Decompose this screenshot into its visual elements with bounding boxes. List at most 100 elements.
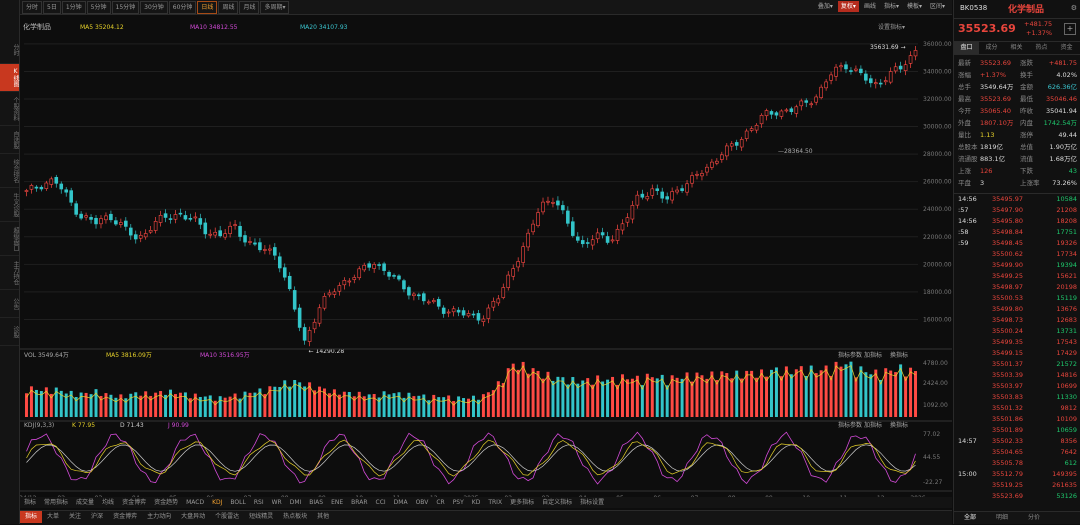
rail-item-3[interactable]: 自选股 bbox=[0, 126, 19, 154]
indicator-tab-23[interactable]: 自定义指标 bbox=[542, 499, 573, 506]
indicator-tab-10[interactable]: WR bbox=[271, 499, 282, 506]
indicator-tab-4[interactable]: 资金博弈 bbox=[122, 499, 147, 506]
candle bbox=[734, 139, 739, 150]
bottom-tab-4[interactable]: 资金博弈 bbox=[113, 513, 138, 520]
kdj-panel[interactable]: KDJ(9,3,3) K 77.95 D 71.43 J 90.99 指标参数 加指标 换指… bbox=[24, 421, 943, 486]
vol-ctrl-0[interactable]: 指标参数 bbox=[838, 351, 862, 359]
indicator-tab-1[interactable]: 常用指标 bbox=[44, 499, 69, 506]
rail-item-0[interactable]: 分时 bbox=[0, 36, 19, 64]
panel-bottom-tab-2[interactable]: 分价 bbox=[1027, 514, 1040, 521]
indicator-tab-11[interactable]: DMI bbox=[289, 499, 302, 506]
rail-item-4[interactable]: 综合排名 bbox=[0, 154, 19, 188]
volume-bar bbox=[794, 369, 798, 417]
period-tab-9[interactable]: 月线 bbox=[239, 1, 260, 14]
indicator-tab-22[interactable]: 更多指标 bbox=[510, 499, 535, 506]
bottom-tab-10[interactable]: 其他 bbox=[317, 513, 330, 520]
toolbar-button-3[interactable]: 指标▾ bbox=[883, 3, 899, 10]
indicator-tab-8[interactable]: BOLL bbox=[230, 499, 246, 506]
indicator-tab-6[interactable]: MACD bbox=[186, 499, 205, 506]
bottom-tab-7[interactable]: 个股雷达 bbox=[215, 513, 240, 520]
period-tab-4[interactable]: 15分钟 bbox=[111, 1, 140, 14]
candle bbox=[461, 307, 466, 318]
bottom-tab-3[interactable]: 沪深 bbox=[91, 513, 104, 520]
indicator-tab-2[interactable]: 成交量 bbox=[76, 499, 95, 506]
indicator-tab-20[interactable]: KD bbox=[471, 499, 481, 506]
kline-chart[interactable]: 化学制品 设置指标▾ 36000.00 34000.00 32000.00 30000… bbox=[20, 15, 952, 509]
candle bbox=[287, 272, 292, 291]
rail-item-2[interactable]: 个股资料 bbox=[0, 92, 19, 126]
period-tab-3[interactable]: 5分钟 bbox=[86, 1, 111, 14]
rail-item-6[interactable]: 超级盘口 bbox=[0, 222, 19, 256]
period-tab-7[interactable]: 日线 bbox=[197, 1, 218, 14]
indicator-tab-13[interactable]: ENE bbox=[331, 499, 344, 506]
indicator-tab-24[interactable]: 指标设置 bbox=[580, 499, 605, 506]
period-tab-6[interactable]: 60分钟 bbox=[168, 1, 197, 14]
candle bbox=[69, 187, 73, 206]
kdj-label: KDJ(9,3,3) bbox=[24, 422, 54, 429]
quote-value: 35046.46 bbox=[1045, 95, 1077, 103]
volume-bar bbox=[258, 388, 262, 417]
rail-item-1[interactable]: K线图 bbox=[0, 64, 19, 92]
period-tab-0[interactable]: 分时 bbox=[22, 1, 43, 14]
period-tab-10[interactable]: 多周期▾ bbox=[260, 1, 290, 14]
add-watchlist-icon[interactable]: + bbox=[1064, 23, 1076, 35]
toolbar-button-0[interactable]: 叠加▾ bbox=[817, 3, 833, 10]
bottom-tab-8[interactable]: 短线精灵 bbox=[249, 513, 274, 520]
bottom-tab-1[interactable]: 大单 bbox=[47, 513, 60, 520]
indicator-tab-14[interactable]: BRAR bbox=[351, 499, 368, 506]
bottom-tab-5[interactable]: 主力动向 bbox=[147, 513, 172, 520]
panel-bottom-tab-0[interactable]: 全部 bbox=[963, 514, 976, 521]
bottom-tab-9[interactable]: 热点板块 bbox=[283, 513, 308, 520]
indicator-tab-0[interactable]: 指标 bbox=[24, 499, 37, 506]
bottom-tab-2[interactable]: 关注 bbox=[69, 513, 82, 520]
indicator-tab-16[interactable]: DMA bbox=[393, 499, 408, 506]
price-tick: 36000.00 bbox=[923, 41, 952, 48]
rail-item-9[interactable]: 诊股 bbox=[0, 318, 19, 346]
toolbar-button-2[interactable]: 画线 bbox=[863, 3, 876, 10]
indicator-tab-5[interactable]: 资金趋势 bbox=[154, 499, 179, 506]
period-tab-5[interactable]: 30分钟 bbox=[140, 1, 168, 14]
indicator-tab-7[interactable]: KDJ bbox=[212, 499, 223, 506]
toolbar-button-4[interactable]: 模板▾ bbox=[906, 3, 922, 10]
panel-bottom-tab-1[interactable]: 明细 bbox=[995, 514, 1008, 521]
indicator-tab-18[interactable]: CR bbox=[436, 499, 445, 506]
volume-panel[interactable]: VOL 3549.64万 MA5 3816.09万 MA10 3516.95万 指标参… bbox=[24, 351, 948, 417]
panel-tab-0[interactable]: 盘口 bbox=[954, 42, 979, 54]
panel-tab-2[interactable]: 相关 bbox=[1010, 44, 1023, 51]
volume-bar bbox=[725, 373, 729, 417]
indicator-tab-17[interactable]: OBV bbox=[415, 499, 429, 506]
setting-indicator-button[interactable]: 设置指标▾ bbox=[878, 23, 905, 31]
indicator-tab-9[interactable]: RSI bbox=[253, 499, 264, 506]
indicator-tab-12[interactable]: BIAS bbox=[309, 499, 324, 506]
tick-price: 35499.15 bbox=[992, 349, 1024, 357]
indicator-tab-15[interactable]: CCI bbox=[375, 499, 386, 506]
period-tab-1[interactable]: 5日 bbox=[43, 1, 61, 14]
volume-bar bbox=[506, 368, 510, 417]
panel-tab-4[interactable]: 资金 bbox=[1060, 44, 1073, 51]
kdj-ctrl-1[interactable]: 加指标 bbox=[864, 421, 882, 429]
candle bbox=[516, 257, 520, 272]
rail-item-8[interactable]: 公告 bbox=[0, 290, 19, 318]
panel-tab-1[interactable]: 成分 bbox=[985, 44, 998, 51]
settings-icon[interactable]: ⚙ bbox=[1070, 4, 1077, 12]
vol-ctrl-2[interactable]: 换指标 bbox=[890, 351, 908, 359]
period-tab-2[interactable]: 1分钟 bbox=[61, 1, 86, 14]
period-tab-8[interactable]: 周线 bbox=[218, 1, 239, 14]
rail-item-5[interactable]: 牛叉诊股 bbox=[0, 188, 19, 222]
bottom-tab-0[interactable]: 指标 bbox=[20, 511, 43, 523]
indicator-tab-19[interactable]: PSY bbox=[452, 499, 464, 506]
toolbar-button-5[interactable]: 区间▾ bbox=[929, 3, 945, 10]
vol-ctrl-1[interactable]: 加指标 bbox=[864, 351, 882, 359]
tick-price: 35501.32 bbox=[992, 404, 1024, 412]
indicator-tab-21[interactable]: TRIX bbox=[488, 499, 503, 506]
kdj-ctrl-2[interactable]: 换指标 bbox=[890, 421, 908, 429]
kdj-ctrl-0[interactable]: 指标参数 bbox=[838, 421, 862, 429]
tick-price: 35500.53 bbox=[992, 294, 1024, 302]
rail-item-7[interactable]: 主力持仓 bbox=[0, 256, 19, 290]
indicator-tab-3[interactable]: 均线 bbox=[102, 499, 115, 506]
panel-tab-3[interactable]: 热点 bbox=[1035, 44, 1048, 51]
toolbar-button-1[interactable]: 复权▾ bbox=[837, 1, 859, 12]
tick-price: 35499.35 bbox=[992, 338, 1024, 346]
volume-bar bbox=[660, 374, 664, 417]
bottom-tab-6[interactable]: 大盘异动 bbox=[181, 513, 206, 520]
